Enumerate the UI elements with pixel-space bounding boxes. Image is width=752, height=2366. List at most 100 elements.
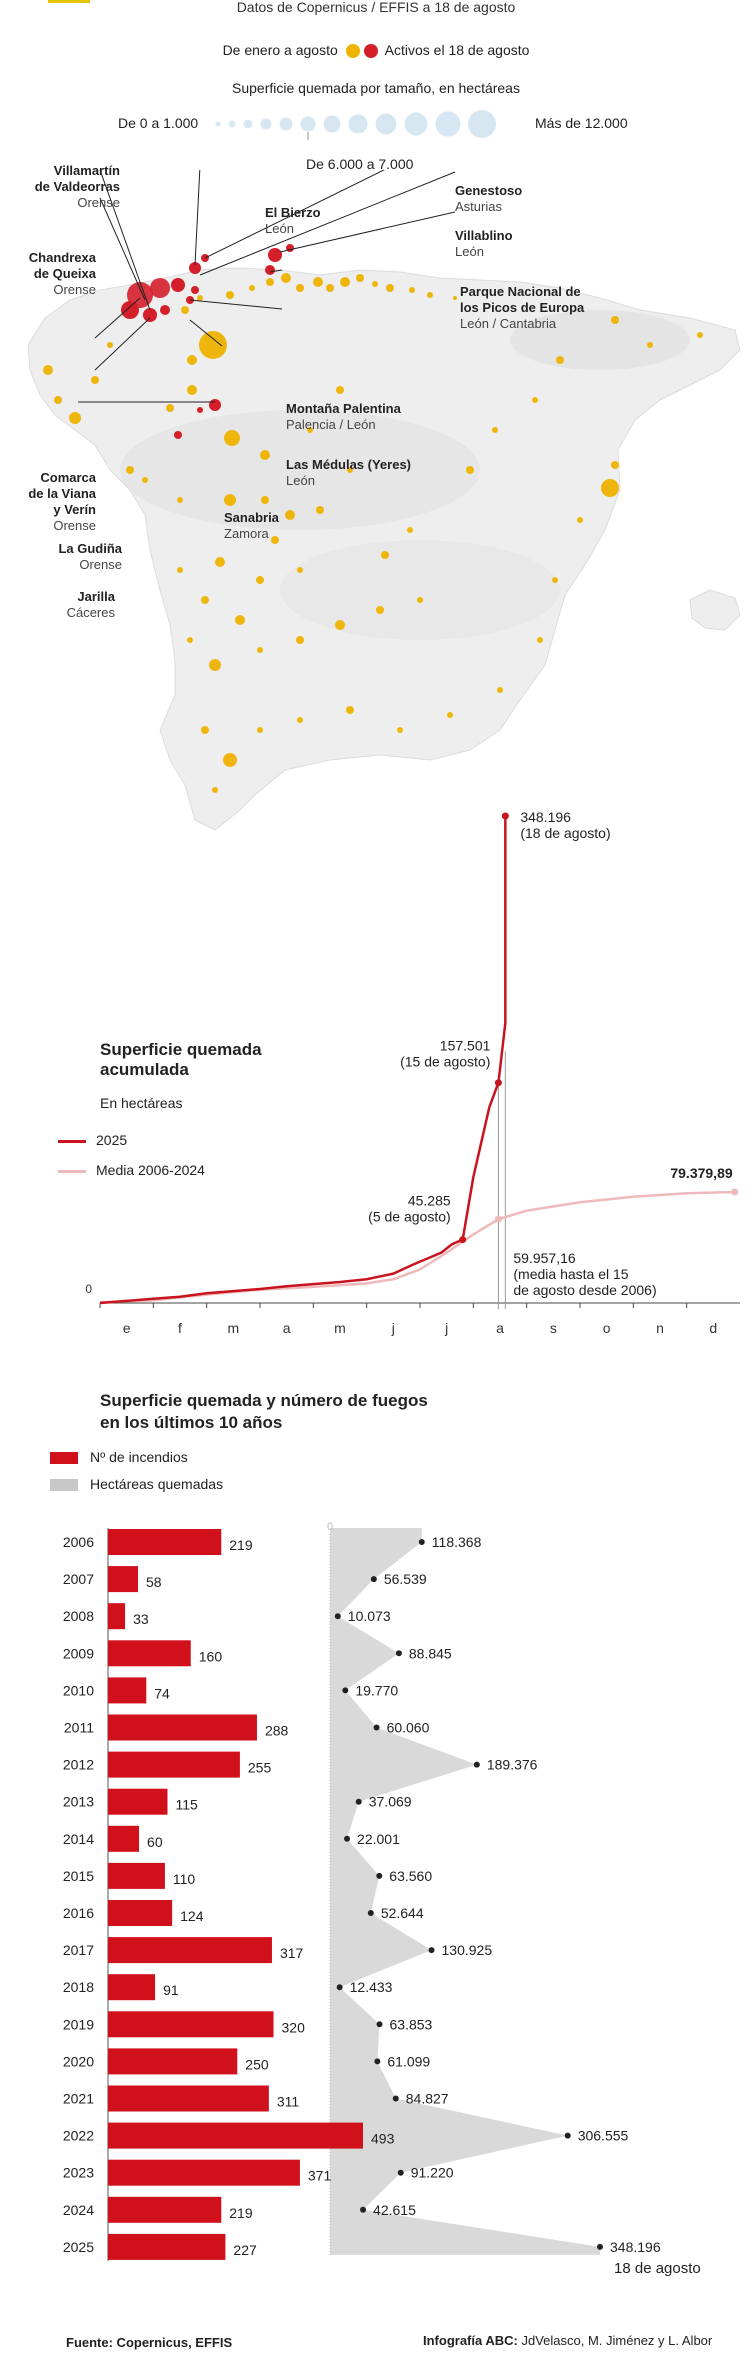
fires-value-label: 124	[180, 1908, 204, 1924]
hectares-dot	[473, 1761, 480, 1768]
map-label-name: Genestoso	[455, 183, 523, 198]
fires-bar	[108, 2011, 274, 2038]
hectares-value-label: 12.433	[350, 1979, 393, 1995]
hectares-value-label: 189.376	[487, 1757, 538, 1773]
map-label-name: Parque Nacional de los Picos de Europa	[460, 284, 585, 315]
fires-bar	[108, 1603, 126, 1630]
x-tick-label: a	[283, 1320, 291, 1336]
fires-value-label: 58	[146, 1574, 162, 1590]
size-legend-max: Más de 12.000	[535, 115, 628, 131]
map-label-region: León	[265, 221, 294, 236]
map-label-region: Palencia / León	[286, 417, 376, 432]
hectares-value-label: 52.644	[381, 1905, 424, 1921]
hectares-value-label: 37.069	[369, 1794, 412, 1810]
footer-source: Fuente: Copernicus, EFFIS	[66, 2335, 233, 2350]
x-tick-label: m	[334, 1320, 346, 1336]
fire-dot	[537, 637, 543, 643]
x-tick-label: m	[227, 1320, 239, 1336]
fires-value-label: 33	[133, 1611, 149, 1627]
hectares-value-label: 61.099	[387, 2053, 430, 2069]
map-label-las-medulas: Las Médulas (Yeres) León	[286, 457, 411, 489]
map-label-region: Orense	[77, 195, 120, 210]
fires-value-label: 250	[245, 2056, 269, 2072]
map-label-region: Cáceres	[66, 605, 115, 620]
fire-dot	[556, 356, 564, 364]
fire-dot	[453, 296, 457, 300]
fires-value-label: 288	[265, 1723, 289, 1739]
fire-dot	[407, 527, 413, 533]
fire-dot	[335, 620, 345, 630]
fires-bar	[108, 2048, 238, 2075]
red-fire-icon	[363, 44, 378, 59]
hectares-dot	[376, 2021, 383, 2028]
fires-bar	[108, 1714, 257, 1741]
fires-bar	[108, 2085, 269, 2112]
hectares-dot	[392, 2095, 399, 2102]
hectares-value-label: 10.073	[348, 1608, 391, 1624]
size-legend-title: Superficie quemada por tamaño, en hectár…	[232, 80, 520, 96]
map-label-region: León	[286, 473, 315, 488]
fire-dot	[466, 466, 474, 474]
active-fire-dot	[191, 286, 199, 294]
fire-dot	[601, 479, 619, 497]
map-label-region: León / Cantabria	[460, 316, 557, 331]
size-legend-bubbles	[215, 110, 496, 140]
fire-dot	[187, 355, 197, 365]
annotation-79379-line: 79.379,89	[670, 1165, 732, 1181]
hectares-value-label: 63.853	[390, 2016, 433, 2032]
fire-dot	[215, 557, 225, 567]
hectares-last-note: 18 de agosto	[614, 2260, 701, 2277]
map-label-villablino: Villablino León	[455, 228, 513, 260]
hectares-value-label: 63.560	[389, 1868, 432, 1884]
hectares-value-label: 19.770	[355, 1682, 398, 1698]
fires-jan-aug	[43, 273, 703, 793]
map-label-name: Jarilla	[77, 589, 115, 604]
fire-dot	[447, 712, 453, 718]
fire-dot	[497, 687, 503, 693]
fire-dot	[397, 727, 403, 733]
year-label: 2013	[63, 1794, 94, 1810]
active-fire-dot	[143, 308, 157, 322]
y-zero-label: 0	[85, 1282, 92, 1296]
fire-dot	[297, 567, 303, 573]
map-label-name: El Bierzo	[265, 205, 321, 220]
fires-value-label: 320	[282, 2019, 306, 2035]
fire-dot	[107, 342, 113, 348]
x-tick-label: n	[656, 1320, 664, 1336]
fire-dot	[43, 365, 53, 375]
hectares-dot	[336, 1984, 343, 1991]
hectares-dot	[597, 2243, 603, 2250]
fire-dot	[235, 615, 245, 625]
fires-value-label: 227	[233, 2242, 257, 2258]
fire-dot	[307, 427, 313, 433]
fire-dot	[197, 295, 203, 301]
fires-value-label: 91	[163, 1982, 179, 1998]
year-label: 2020	[63, 2053, 94, 2069]
legend-hectares-swatch	[50, 1479, 78, 1492]
point-157501	[494, 1079, 502, 1087]
map-label-name: Comarca de la Viana y Verín	[28, 470, 96, 517]
fire-dot	[356, 274, 364, 282]
year-label: 2007	[63, 1571, 94, 1587]
fires-bar	[108, 2196, 222, 2223]
hectares-value-label: 130.925	[442, 1942, 493, 1958]
fire-dot	[260, 450, 270, 460]
fires-bar	[108, 2233, 226, 2260]
fire-dot	[166, 404, 174, 412]
hectares-dot	[428, 1947, 435, 1954]
active-fire-dot	[121, 301, 139, 319]
fire-dot	[340, 277, 350, 287]
size-bubble	[375, 113, 397, 135]
year-label: 2015	[63, 1868, 94, 1884]
map-label-villamartin: Villamartín de Valdeorras Orense	[30, 163, 120, 211]
active-fire-dot	[265, 265, 275, 275]
line-chart-title: Superficie quemada acumulada	[100, 1040, 262, 1079]
legend-2025-swatch	[58, 1139, 86, 1143]
fire-dot	[187, 385, 197, 395]
hectares-value-label: 42.615	[373, 2202, 416, 2218]
fire-dot	[224, 494, 236, 506]
footer-credit-label: Infografía ABC:	[423, 2333, 518, 2348]
map-label-jarilla: Jarilla Cáceres	[30, 589, 115, 621]
fire-dot	[285, 510, 295, 520]
fire-dot	[409, 287, 415, 293]
